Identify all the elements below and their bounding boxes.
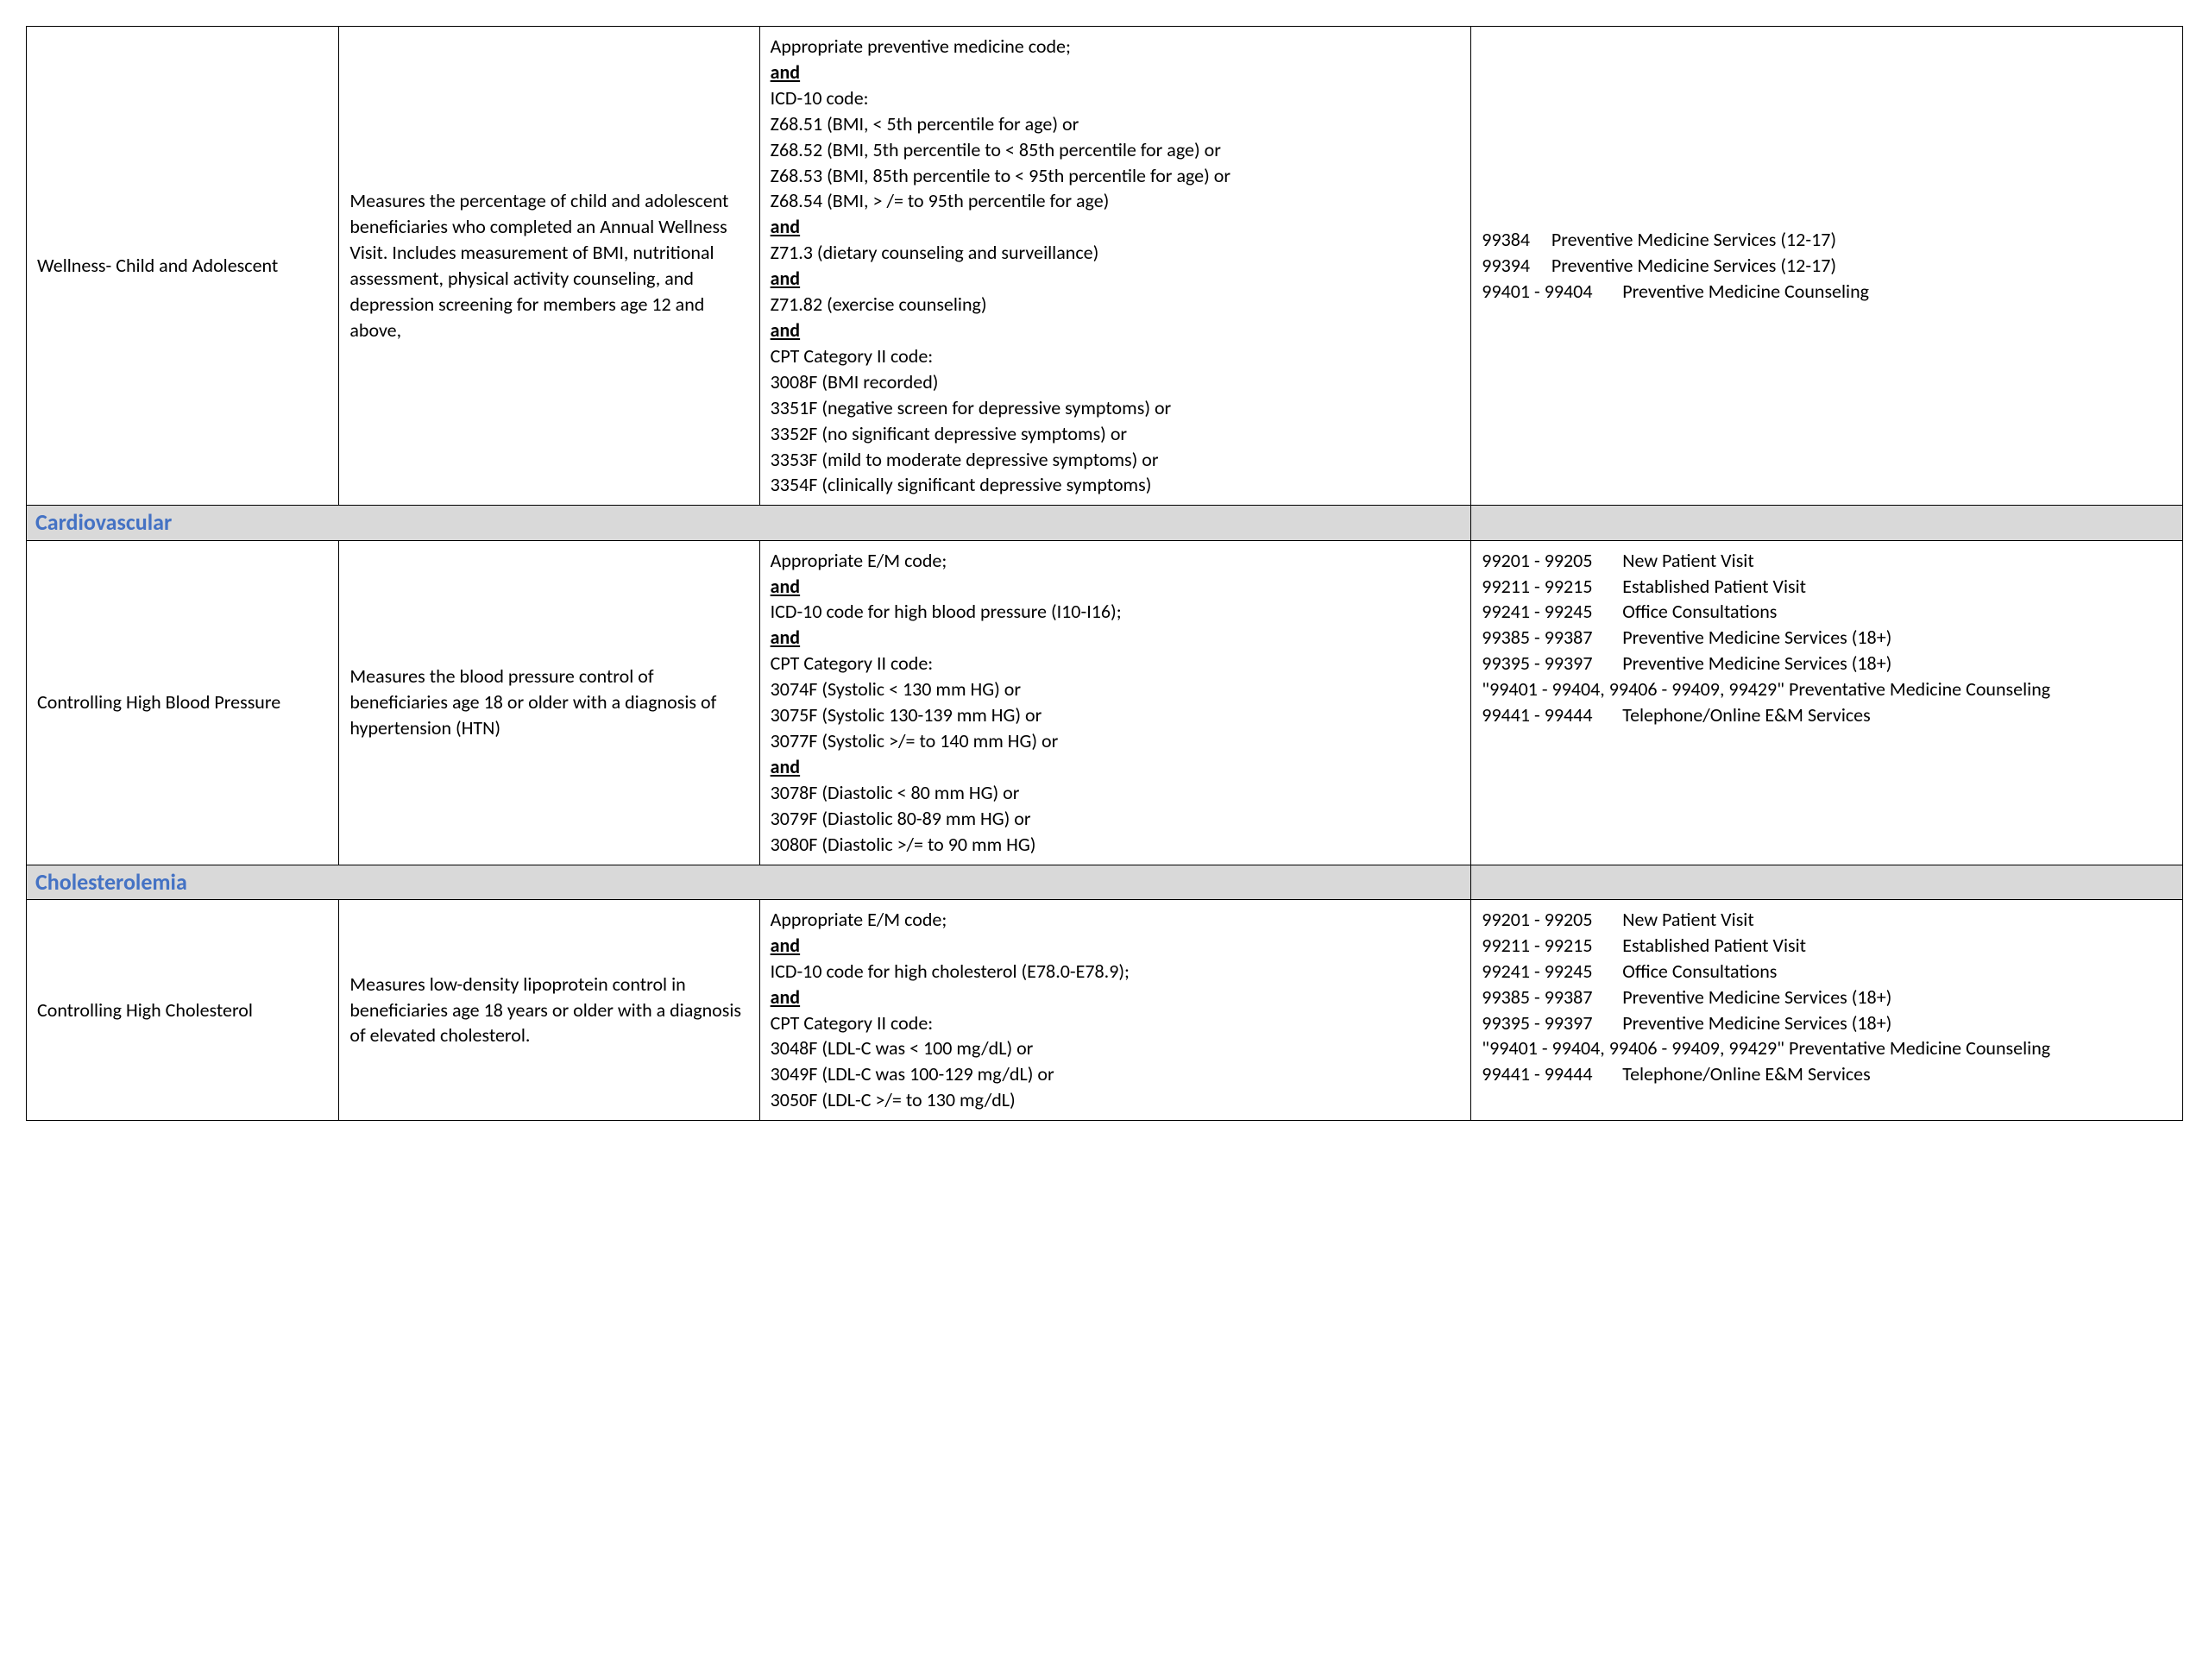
measure-criteria-cell: Appropriate preventive medicine code; an…: [759, 27, 1471, 506]
criteria-text: 3074F (Systolic < 130 mm HG) or: [771, 677, 1021, 701]
criteria-text: 3049F (LDL-C was 100-129 mg/dL) or: [771, 1062, 1054, 1085]
code-line: 99241 - 99245 Office Consultations: [1482, 600, 1777, 623]
and-label: and: [771, 626, 800, 649]
criteria-text: 3080F (Diastolic >/= to 90 mm HG): [771, 833, 1036, 856]
measure-codes-cell: 99201 - 99205 New Patient Visit 99211 - …: [1471, 540, 2183, 865]
measure-description-cell: Measures the percentage of child and ado…: [339, 27, 759, 506]
and-label: and: [771, 575, 800, 598]
code-line: 99395 - 99397 Preventive Medicine Servic…: [1482, 1011, 1891, 1035]
section-header-row: Cholesterolemia: [27, 865, 2183, 899]
criteria-text: Z71.3 (dietary counseling and surveillan…: [771, 241, 1099, 264]
code-line: 99385 - 99387 Preventive Medicine Servic…: [1482, 985, 1891, 1009]
criteria-text: ICD-10 code:: [771, 86, 869, 110]
criteria-text: 3075F (Systolic 130-139 mm HG) or: [771, 703, 1042, 727]
criteria-text: 3079F (Diastolic 80-89 mm HG) or: [771, 807, 1031, 830]
criteria-text: Z68.54 (BMI, > /= to 95th percentile for…: [771, 189, 1110, 212]
criteria-text: 3050F (LDL-C >/= to 130 mg/dL): [771, 1088, 1016, 1111]
criteria-text: ICD-10 code for high blood pressure (I10…: [771, 600, 1122, 623]
table-row: Wellness- Child and Adolescent Measures …: [27, 27, 2183, 506]
measure-criteria-cell: Appropriate E/M code; and ICD-10 code fo…: [759, 540, 1471, 865]
and-label: and: [771, 60, 800, 84]
measure-name-cell: Controlling High Blood Pressure: [27, 540, 339, 865]
section-header-cardiovascular: Cardiovascular: [27, 506, 1471, 540]
section-header-empty-cell: [1471, 865, 2183, 899]
code-line: 99385 - 99387 Preventive Medicine Servic…: [1482, 626, 1891, 649]
code-line: 99384 Preventive Medicine Services (12-1…: [1482, 228, 1836, 251]
measure-description-cell: Measures low-density lipoprotein control…: [339, 899, 759, 1120]
code-line: 99441 - 99444 Telephone/Online E&M Servi…: [1482, 703, 1870, 727]
section-header-cholesterolemia: Cholesterolemia: [27, 865, 1471, 899]
criteria-text: Z68.51 (BMI, < 5th percentile for age) o…: [771, 112, 1079, 135]
and-label: and: [771, 755, 800, 778]
criteria-text: 3352F (no significant depressive symptom…: [771, 422, 1127, 445]
and-label: and: [771, 267, 800, 290]
and-label: and: [771, 318, 800, 342]
table-row: Controlling High Blood Pressure Measures…: [27, 540, 2183, 865]
criteria-text: CPT Category II code:: [771, 651, 934, 675]
criteria-text: 3048F (LDL-C was < 100 mg/dL) or: [771, 1036, 1034, 1060]
criteria-text: 3077F (Systolic >/= to 140 mm HG) or: [771, 729, 1059, 752]
criteria-text: Appropriate E/M code;: [771, 549, 947, 572]
table-row: Controlling High Cholesterol Measures lo…: [27, 899, 2183, 1120]
criteria-text: Z71.82 (exercise counseling): [771, 293, 987, 316]
code-line: 99441 - 99444 Telephone/Online E&M Servi…: [1482, 1062, 1870, 1085]
measure-codes-cell: 99201 - 99205 New Patient Visit 99211 - …: [1471, 899, 2183, 1120]
measure-codes-cell: 99384 Preventive Medicine Services (12-1…: [1471, 27, 2183, 506]
measure-criteria-cell: Appropriate E/M code; and ICD-10 code fo…: [759, 899, 1471, 1120]
criteria-text: Appropriate preventive medicine code;: [771, 35, 1071, 58]
criteria-text: CPT Category II code:: [771, 344, 934, 368]
criteria-text: 3078F (Diastolic < 80 mm HG) or: [771, 781, 1020, 804]
and-label: and: [771, 934, 800, 957]
code-line: 99211 - 99215 Established Patient Visit: [1482, 934, 1806, 957]
criteria-text: Z68.52 (BMI, 5th percentile to < 85th pe…: [771, 138, 1221, 161]
measure-name-cell: Controlling High Cholesterol: [27, 899, 339, 1120]
section-header-row: Cardiovascular: [27, 506, 2183, 540]
criteria-text: Z68.53 (BMI, 85th percentile to < 95th p…: [771, 164, 1230, 187]
code-line: 99201 - 99205 New Patient Visit: [1482, 908, 1753, 931]
measure-description-cell: Measures the blood pressure control of b…: [339, 540, 759, 865]
code-line: 99395 - 99397 Preventive Medicine Servic…: [1482, 651, 1891, 675]
measure-name-cell: Wellness- Child and Adolescent: [27, 27, 339, 506]
and-label: and: [771, 985, 800, 1009]
criteria-text: 3351F (negative screen for depressive sy…: [771, 396, 1172, 419]
code-line: "99401 - 99404, 99406 - 99409, 99429" Pr…: [1482, 1036, 2050, 1060]
code-line: 99201 - 99205 New Patient Visit: [1482, 549, 1753, 572]
code-line: 99211 - 99215 Established Patient Visit: [1482, 575, 1806, 598]
section-header-empty-cell: [1471, 506, 2183, 540]
criteria-text: 3353F (mild to moderate depressive sympt…: [771, 448, 1159, 471]
criteria-text: ICD-10 code for high cholesterol (E78.0-…: [771, 960, 1130, 983]
criteria-text: CPT Category II code:: [771, 1011, 934, 1035]
and-label: and: [771, 215, 800, 238]
criteria-text: 3354F (clinically significant depressive…: [771, 473, 1152, 496]
code-line: 99241 - 99245 Office Consultations: [1482, 960, 1777, 983]
code-line: 99401 - 99404 Preventive Medicine Counse…: [1482, 280, 1869, 303]
criteria-text: Appropriate E/M code;: [771, 908, 947, 931]
measures-table: Wellness- Child and Adolescent Measures …: [26, 26, 2183, 1121]
criteria-text: 3008F (BMI recorded): [771, 370, 939, 393]
code-line: 99394 Preventive Medicine Services (12-1…: [1482, 254, 1836, 277]
code-line: "99401 - 99404, 99406 - 99409, 99429" Pr…: [1482, 677, 2050, 701]
